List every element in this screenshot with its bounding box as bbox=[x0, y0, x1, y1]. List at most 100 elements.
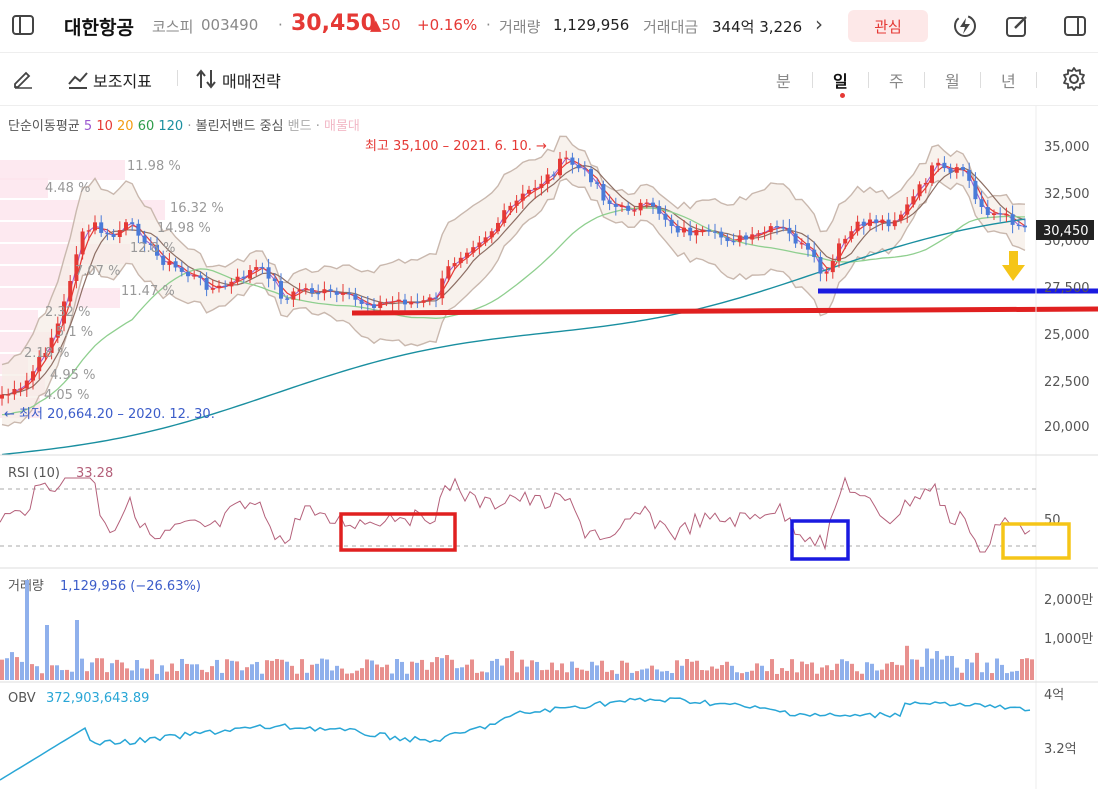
volume-bar bbox=[1000, 664, 1004, 680]
volume-bar bbox=[985, 662, 989, 680]
volume-bar bbox=[300, 659, 304, 680]
volume-bar bbox=[655, 669, 659, 680]
candle-body bbox=[303, 288, 308, 290]
ma10-legend: 10 bbox=[96, 119, 113, 134]
candle-body bbox=[533, 187, 538, 190]
candle-body bbox=[0, 394, 4, 399]
volume-tick: 1,000만 bbox=[1044, 632, 1093, 647]
candle-body bbox=[861, 221, 866, 226]
volume-profile-bar bbox=[0, 266, 70, 286]
period-week[interactable]: 주 bbox=[889, 72, 904, 91]
candle-body bbox=[446, 266, 451, 279]
period-month[interactable]: 월 bbox=[945, 72, 960, 91]
period-day[interactable]: 일 bbox=[833, 72, 848, 91]
amount-value: 344억 3,226 bbox=[712, 18, 803, 36]
candle-body bbox=[992, 213, 996, 215]
volume-bar bbox=[885, 663, 889, 680]
period-minute[interactable]: 분 bbox=[776, 72, 791, 91]
volume-profile-pct: 4.48 % bbox=[45, 181, 90, 196]
volume-bar bbox=[290, 665, 294, 680]
volume-bar bbox=[475, 672, 479, 680]
candle-body bbox=[359, 299, 364, 304]
volume-bar bbox=[900, 665, 904, 680]
volume-bar bbox=[225, 659, 229, 680]
strategy-button[interactable]: 매매전략 bbox=[222, 72, 281, 91]
volume-bar bbox=[295, 673, 299, 680]
volume-bar bbox=[415, 662, 419, 680]
candle-body bbox=[613, 203, 618, 207]
candle-body bbox=[229, 281, 234, 287]
volume-bar bbox=[970, 662, 974, 680]
period-divider bbox=[812, 72, 813, 88]
volume-bar bbox=[245, 667, 249, 680]
bollinger-lower bbox=[1, 177, 1026, 427]
panel-icon[interactable] bbox=[1061, 12, 1089, 40]
candle-body bbox=[669, 219, 674, 226]
candle-body bbox=[812, 249, 817, 258]
more-chevron-icon[interactable]: › bbox=[815, 12, 823, 36]
volume-bar bbox=[165, 671, 169, 680]
volume-bar bbox=[915, 659, 919, 680]
candle-body bbox=[452, 263, 457, 267]
candle-body bbox=[768, 226, 773, 233]
volume-bar bbox=[815, 673, 819, 680]
ma5-legend: 5 bbox=[83, 119, 93, 134]
candle-body bbox=[564, 157, 569, 159]
candle-body bbox=[62, 301, 66, 324]
volume-profile-bar bbox=[0, 160, 125, 180]
indicator-icon[interactable] bbox=[66, 67, 90, 91]
volume-bar bbox=[770, 659, 774, 680]
volume-bar bbox=[865, 662, 869, 680]
bb-band-legend: 밴드 bbox=[287, 119, 312, 134]
period-year[interactable]: 년 bbox=[1001, 72, 1016, 91]
volume-profile-pct: 14.98 % bbox=[157, 221, 211, 236]
candle-body bbox=[756, 233, 761, 235]
volume-bar bbox=[1005, 673, 1009, 680]
favorite-button[interactable]: 관심 bbox=[848, 10, 928, 42]
volume-bar bbox=[980, 672, 984, 680]
stock-chart[interactable]: 11.98 %4.48 %16.32 %14.98 %12.8 %7.07 %1… bbox=[0, 106, 1098, 789]
indicator-button[interactable]: 보조지표 bbox=[93, 72, 152, 91]
obv-label: OBV bbox=[8, 691, 36, 706]
candle-body bbox=[390, 301, 395, 303]
pencil-icon[interactable] bbox=[10, 65, 36, 91]
volume-bar bbox=[490, 660, 494, 680]
price-axis: 35,00032,50030,00027,50025,00022,50020,0… bbox=[1044, 140, 1090, 435]
candle-body bbox=[923, 182, 928, 185]
volume-bar bbox=[310, 664, 314, 680]
candle-body bbox=[657, 206, 662, 214]
volume-bar bbox=[790, 659, 794, 680]
volume-profile-bar bbox=[0, 310, 38, 330]
candle-body bbox=[496, 222, 500, 232]
candle-body bbox=[409, 301, 414, 305]
volume-bar bbox=[25, 580, 29, 680]
flash-icon[interactable] bbox=[951, 12, 979, 40]
candle-body bbox=[31, 371, 35, 381]
candle-body bbox=[148, 243, 153, 245]
volume-bar bbox=[570, 661, 574, 680]
candle-body bbox=[117, 230, 122, 238]
volume-bar bbox=[605, 671, 609, 680]
candle-body bbox=[204, 277, 209, 290]
volume-bar bbox=[85, 671, 89, 680]
volume-bar bbox=[530, 660, 534, 680]
candle-body bbox=[297, 289, 302, 292]
volume-bar bbox=[575, 667, 579, 680]
indicator-legend: 단순이동평균 5 10 20 60 120 · 볼린저밴드 중심 밴드 · 매물… bbox=[8, 115, 360, 134]
volume-bar bbox=[870, 663, 874, 680]
candle-body bbox=[595, 182, 600, 184]
volume-bar bbox=[680, 665, 684, 680]
volume-bar bbox=[355, 670, 359, 680]
volume-bar bbox=[5, 658, 9, 680]
volume-bar bbox=[470, 659, 474, 680]
settings-icon[interactable] bbox=[1060, 65, 1088, 93]
candle-body bbox=[241, 276, 246, 279]
strategy-icon[interactable] bbox=[195, 67, 217, 91]
volume-bar bbox=[395, 659, 399, 680]
edit-icon[interactable] bbox=[1003, 12, 1031, 40]
volume-bar bbox=[315, 663, 319, 680]
volume-bar bbox=[1025, 658, 1029, 680]
candle-body bbox=[576, 164, 581, 169]
volume-bar bbox=[45, 625, 49, 680]
sidebar-toggle-icon[interactable] bbox=[10, 12, 36, 38]
